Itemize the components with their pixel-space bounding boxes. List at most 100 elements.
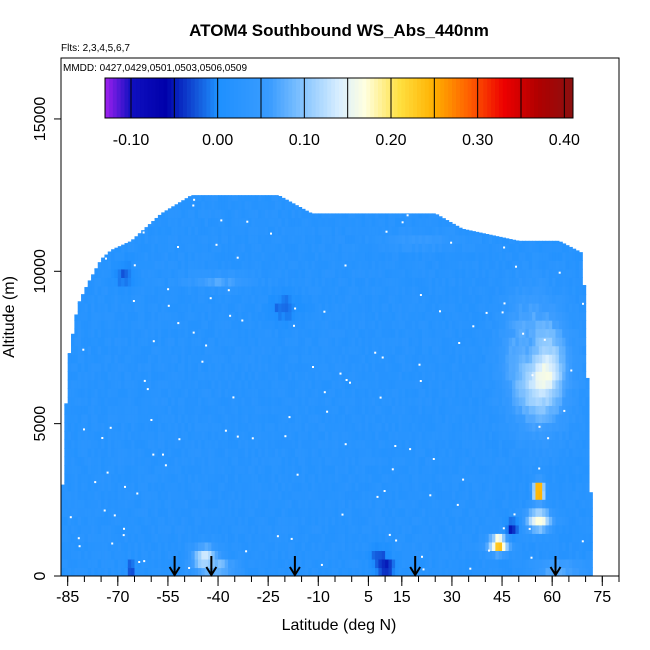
heatmap-cell xyxy=(274,388,279,398)
heatmap-cell xyxy=(244,226,249,236)
heatmap-cell xyxy=(421,226,426,236)
heatmap-cell xyxy=(345,277,349,287)
heatmap-cell xyxy=(415,294,420,304)
heatmap-cell xyxy=(435,439,440,449)
heatmap-cell xyxy=(131,413,136,424)
heatmap-cell xyxy=(311,473,316,483)
heatmap-cell xyxy=(197,499,202,509)
heatmap-cell xyxy=(378,294,383,304)
heatmap-cell xyxy=(385,490,390,500)
heatmap-cell xyxy=(278,533,283,543)
heatmap-cell xyxy=(261,209,266,219)
heatmap-cell xyxy=(415,388,420,398)
heatmap-cell xyxy=(248,302,253,313)
heatmap-cell xyxy=(451,473,456,483)
heatmap-cell xyxy=(121,541,126,551)
heatmap-cell xyxy=(127,268,132,278)
heatmap-cell xyxy=(395,405,400,415)
heatmap-cell xyxy=(194,285,199,296)
heatmap-cell xyxy=(144,490,149,500)
heatmap-cell xyxy=(338,213,343,219)
heatmap-cell xyxy=(274,320,279,330)
heatmap-cell xyxy=(244,507,249,517)
heatmap-cell xyxy=(301,558,306,569)
heatmap-cell xyxy=(147,413,152,424)
heatmap-cell xyxy=(294,422,299,432)
heatmap-cell xyxy=(264,541,269,551)
heatmap-cell xyxy=(218,405,222,415)
heatmap-cell xyxy=(391,533,396,543)
heatmap-cell xyxy=(274,294,279,304)
heatmap-cell xyxy=(147,550,152,560)
heatmap-cell xyxy=(111,277,116,287)
heatmap-cell xyxy=(244,499,249,509)
heatmap-cell xyxy=(445,285,450,296)
heatmap-cell xyxy=(458,507,463,517)
heatmap-cell xyxy=(398,473,403,483)
heatmap-cell xyxy=(455,388,460,398)
heatmap-cell xyxy=(375,328,380,338)
heatmap-cell xyxy=(174,550,179,560)
heatmap-cell xyxy=(351,550,356,560)
heatmap-cell xyxy=(111,439,116,449)
heatmap-cell xyxy=(74,345,79,355)
heatmap-cell xyxy=(395,413,400,424)
heatmap-cell xyxy=(221,209,226,219)
heatmap-cell xyxy=(208,490,212,500)
heatmap-cell xyxy=(167,430,172,441)
heatmap-cell xyxy=(415,524,420,534)
heatmap-cell xyxy=(268,209,273,219)
heatmap-cell xyxy=(365,320,369,330)
heatmap-cell xyxy=(301,277,306,287)
heatmap-cell xyxy=(385,243,390,253)
heatmap-cell xyxy=(208,345,212,355)
heatmap-cell xyxy=(438,396,443,406)
heatmap-cell xyxy=(211,507,216,517)
heatmap-cell xyxy=(438,379,443,389)
heatmap-cell xyxy=(194,550,199,560)
heatmap-cell xyxy=(368,567,373,576)
heatmap-cell xyxy=(371,516,376,526)
heatmap-cell xyxy=(421,465,426,475)
heatmap-cell xyxy=(241,260,246,270)
heatmap-cell xyxy=(241,507,246,517)
heatmap-cell xyxy=(358,362,363,372)
heatmap-cell xyxy=(304,311,309,321)
heatmap-cell xyxy=(258,226,263,236)
heatmap-cell xyxy=(451,362,456,372)
heatmap-cell xyxy=(318,533,323,543)
heatmap-cell xyxy=(284,473,289,483)
heatmap-cell xyxy=(348,217,353,227)
heatmap-cell xyxy=(401,499,406,509)
heatmap-cell xyxy=(131,456,136,466)
heatmap-cell xyxy=(111,337,116,347)
heatmap-cell xyxy=(345,558,349,569)
heatmap-cell xyxy=(284,209,289,219)
heatmap-cell xyxy=(231,302,236,313)
heatmap-cell xyxy=(264,285,269,296)
heatmap-cell xyxy=(284,439,289,449)
heatmap-cell xyxy=(264,533,269,543)
heatmap-cell xyxy=(371,294,376,304)
heatmap-cell xyxy=(401,405,406,415)
heatmap-cell xyxy=(154,516,159,526)
heatmap-cell xyxy=(291,311,296,321)
heatmap-cell xyxy=(314,499,319,509)
heatmap-cell xyxy=(234,337,239,347)
heatmap-cell xyxy=(338,558,343,569)
heatmap-cell xyxy=(87,550,92,560)
heatmap-cell xyxy=(77,311,82,321)
heatmap-cell xyxy=(134,337,139,347)
heatmap-cell xyxy=(361,388,366,398)
heatmap-cell xyxy=(187,558,192,569)
heatmap-cell xyxy=(425,285,430,296)
heatmap-cell xyxy=(234,558,239,569)
heatmap-cell xyxy=(174,204,179,210)
heatmap-cell xyxy=(301,550,306,560)
heatmap-cell xyxy=(345,388,349,398)
heatmap-cell xyxy=(371,482,376,492)
heatmap-cell xyxy=(147,448,152,458)
heatmap-cell xyxy=(388,337,393,347)
heatmap-cell xyxy=(304,413,309,424)
heatmap-cell xyxy=(348,337,353,347)
